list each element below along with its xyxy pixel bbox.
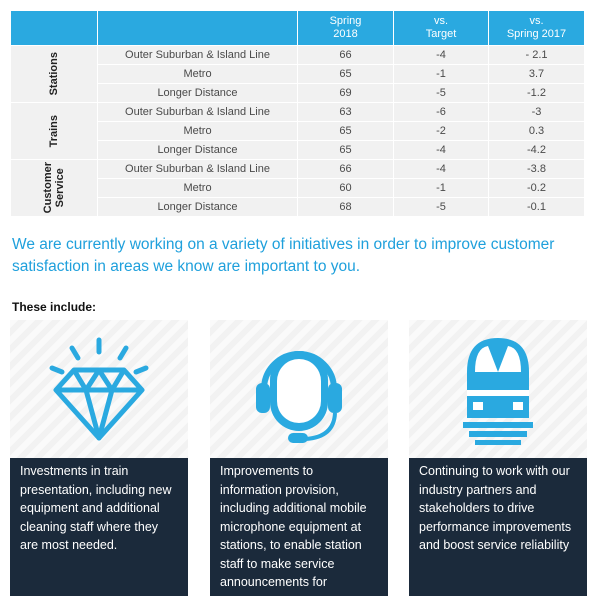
value-cell: -6 [393, 102, 489, 122]
value-cell: 65 [297, 140, 394, 160]
intro-text: We are currently working on a variety of… [12, 236, 555, 275]
value-cell: 60 [297, 178, 394, 198]
value-cell: 66 [297, 159, 394, 179]
header-row: Spring 2018 vs. Target vs. Spring 2017 [10, 10, 585, 46]
value-cell: 69 [297, 83, 394, 103]
value-cell: -1 [393, 178, 489, 198]
headset-icon [256, 351, 342, 443]
header-blank [97, 10, 298, 46]
value-cell: -2 [393, 121, 489, 141]
group-cell: Trains [10, 102, 98, 160]
satisfaction-table: Spring 2018 vs. Target vs. Spring 2017 Sta… [10, 10, 585, 217]
group-label: Stations [48, 52, 60, 96]
value-cell: -1 [393, 64, 489, 84]
row-label: Outer Suburban & Island Line [97, 45, 298, 65]
value-cell: - 2.1 [488, 45, 585, 65]
table-row: Metro 65 -1 3.7 [11, 64, 585, 84]
value-cell: 0.3 [488, 121, 585, 141]
table-row: Metro 65 -2 0.3 [11, 121, 585, 141]
list-heading: These include: [12, 300, 97, 314]
value-cell: 68 [297, 197, 394, 217]
value-cell: -4.2 [488, 140, 585, 160]
card-art [210, 320, 388, 458]
table-row: Longer Distance 69 -5 -1.2 [11, 83, 585, 103]
value-cell: 66 [297, 45, 394, 65]
table-row: Trains Outer Suburban & Island Line 63 -6 -3 [10, 102, 585, 160]
row-label: Metro [97, 178, 298, 198]
value-cell: -0.2 [488, 178, 585, 198]
value-cell: -0.1 [488, 197, 585, 217]
header-blank [10, 10, 98, 46]
card: Improvements to information provision, i… [210, 320, 388, 608]
row-label: Outer Suburban & Island Line [97, 102, 298, 122]
table-row: Metro 60 -1 -0.2 [11, 178, 585, 198]
group-label: Trains [48, 114, 60, 148]
value-cell: -5 [393, 197, 489, 217]
value-cell: 65 [297, 64, 394, 84]
card-text: Investments in train presentation, inclu… [10, 458, 188, 596]
row-label: Longer Distance [97, 83, 298, 103]
value-cell: 63 [297, 102, 394, 122]
group-label: Customer Service [42, 162, 66, 214]
value-cell: 3.7 [488, 64, 585, 84]
row-label: Longer Distance [97, 140, 298, 160]
card: Continuing to work with our industry par… [409, 320, 587, 596]
value-cell: 65 [297, 121, 394, 141]
table-row: Customer Service Outer Suburban & Island … [10, 159, 585, 217]
row-label: Metro [97, 121, 298, 141]
value-cell: -4 [393, 159, 489, 179]
card: Investments in train presentation, inclu… [10, 320, 188, 596]
diamond-icon [49, 337, 149, 441]
column-header: vs. Target [393, 10, 489, 46]
table-body: Stations Outer Suburban & Island Line 66 -4… [10, 45, 585, 217]
column-header: Spring 2018 [297, 10, 394, 46]
table-row: Longer Distance 65 -4 -4.2 [11, 140, 585, 160]
group-cell: Customer Service [10, 159, 98, 217]
value-cell: -5 [393, 83, 489, 103]
value-cell: -3 [488, 102, 585, 122]
card-art [409, 320, 587, 458]
card-art [10, 320, 188, 458]
value-cell: -4 [393, 140, 489, 160]
row-label: Longer Distance [97, 197, 298, 217]
train-icon [463, 337, 533, 445]
group-cell: Stations [10, 45, 98, 103]
row-label: Metro [97, 64, 298, 84]
card-text: Improvements to information provision, i… [210, 458, 388, 608]
table-row: Longer Distance 68 -5 -0.1 [11, 197, 585, 217]
value-cell: -1.2 [488, 83, 585, 103]
table-row: Stations Outer Suburban & Island Line 66 -4… [10, 45, 585, 103]
column-header: vs. Spring 2017 [488, 10, 585, 46]
row-label: Outer Suburban & Island Line [97, 159, 298, 179]
value-cell: -3.8 [488, 159, 585, 179]
value-cell: -4 [393, 45, 489, 65]
card-text: Continuing to work with our industry par… [409, 458, 587, 596]
